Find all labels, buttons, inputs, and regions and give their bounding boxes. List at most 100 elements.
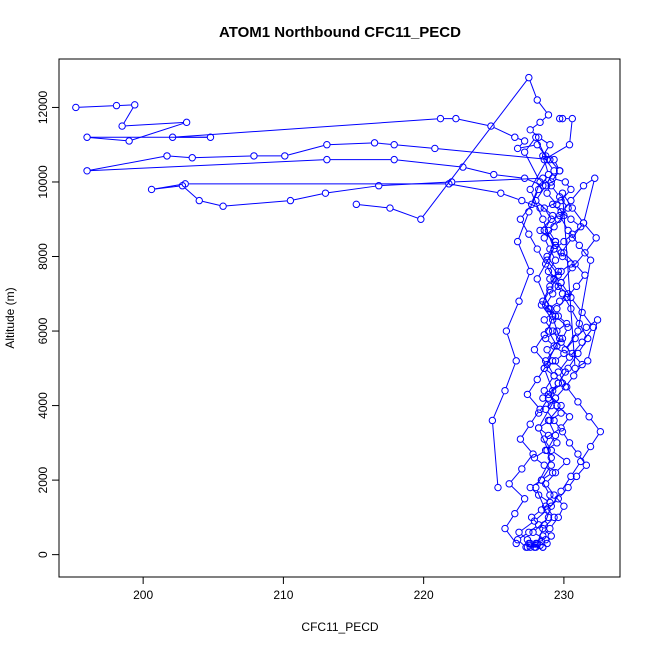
series-segment	[536, 352, 546, 363]
series-segment	[548, 332, 555, 337]
series-segment	[518, 244, 530, 269]
data-point	[572, 282, 581, 291]
data-point	[526, 267, 534, 276]
data-point	[523, 543, 532, 551]
plot-area-frame	[58, 58, 621, 578]
data-point	[131, 101, 139, 109]
data-point	[525, 528, 533, 536]
series-segment	[562, 270, 571, 281]
data-point	[523, 390, 532, 399]
data-point	[541, 446, 550, 454]
y-tick-label: 0	[36, 551, 50, 558]
series-7	[488, 133, 564, 551]
y-tick-label: 6000	[36, 317, 50, 344]
series-segment	[556, 347, 562, 352]
series-segment	[397, 144, 432, 149]
data-point	[567, 185, 575, 194]
data-point	[533, 375, 541, 384]
series-segment	[90, 156, 164, 171]
data-point	[555, 297, 564, 305]
data-point	[537, 537, 546, 546]
data-point	[554, 312, 562, 320]
x-tick-label: 210	[273, 588, 293, 602]
series-segment	[90, 159, 324, 172]
series-segment	[536, 511, 545, 520]
data-point	[547, 461, 555, 469]
data-point	[512, 357, 520, 365]
data-point	[490, 170, 498, 179]
series-segment	[519, 274, 530, 299]
data-point	[557, 409, 565, 417]
series-segment	[542, 467, 550, 478]
data-point	[553, 304, 561, 313]
series-segment	[542, 116, 547, 121]
data-point	[558, 334, 567, 343]
series-2	[83, 139, 574, 551]
series-segment	[545, 218, 552, 228]
data-point	[539, 152, 547, 160]
series-segment	[549, 423, 555, 433]
series-segment	[506, 531, 515, 541]
series-segment	[536, 140, 546, 157]
series-segment	[572, 311, 579, 321]
data-point	[536, 405, 544, 414]
data-point	[561, 345, 570, 354]
series-segment	[522, 206, 530, 217]
data-point	[513, 536, 522, 544]
series-segment	[541, 496, 548, 501]
series-segment	[580, 326, 587, 336]
series-segment	[573, 220, 579, 225]
data-point	[546, 304, 554, 313]
data-point	[592, 234, 600, 242]
series-segment	[545, 530, 549, 535]
data-point	[565, 439, 574, 447]
data-point	[527, 513, 536, 522]
series-segment	[539, 400, 555, 426]
series-segment	[545, 378, 553, 389]
data-point	[540, 364, 548, 373]
series-segment	[574, 225, 582, 236]
series-segment	[540, 400, 547, 411]
data-point	[591, 174, 599, 182]
data-point	[539, 524, 547, 533]
data-point	[541, 536, 550, 544]
series-segment	[549, 195, 555, 203]
data-point	[557, 424, 565, 432]
series-segment	[577, 266, 584, 273]
series-segment	[590, 419, 599, 430]
data-point	[563, 457, 571, 466]
series-segment	[546, 498, 550, 504]
series-segment	[393, 208, 418, 219]
data-point	[72, 103, 80, 112]
data-point	[540, 316, 548, 324]
series-segment	[552, 414, 559, 419]
series-segment	[521, 426, 529, 437]
series-segment	[184, 187, 197, 199]
series-segment	[559, 325, 565, 330]
series-segment	[568, 389, 577, 400]
series-segment	[518, 214, 529, 239]
series-segment	[545, 441, 550, 448]
data-point	[540, 331, 548, 339]
series-segment	[506, 516, 514, 526]
series-segment	[532, 192, 538, 202]
series-segment	[586, 240, 595, 251]
data-point	[568, 234, 577, 242]
series-segment	[557, 389, 564, 396]
series-segment	[226, 200, 287, 207]
series-segment	[79, 105, 114, 108]
data-point	[567, 304, 575, 313]
series-8	[516, 114, 592, 417]
series-segment	[538, 367, 546, 377]
data-point	[578, 360, 586, 369]
series-segment	[549, 262, 555, 269]
series-segment	[555, 178, 563, 182]
series-segment	[530, 236, 536, 247]
data-point	[567, 196, 575, 205]
series-segment	[556, 243, 562, 248]
series-segment	[578, 467, 585, 475]
series-segment	[562, 479, 570, 489]
series-segment	[552, 493, 560, 504]
series-segment	[547, 201, 559, 208]
data-point	[589, 323, 598, 332]
